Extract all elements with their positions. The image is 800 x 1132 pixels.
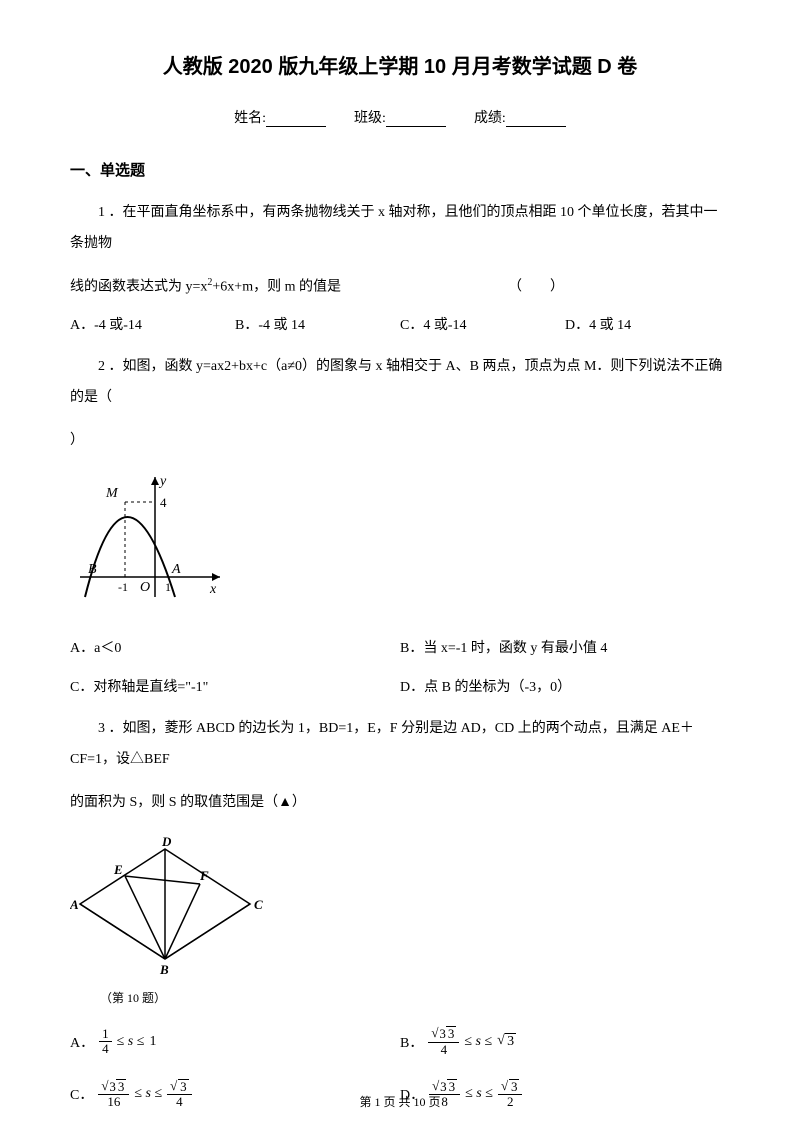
q1-text-b: 线的函数表达式为 y= bbox=[70, 279, 200, 294]
q2-figure: M y 4 B A O -1 1 x bbox=[70, 467, 730, 622]
label-A: A bbox=[70, 897, 79, 912]
q3-figure: D A C B E F （第 10 题） bbox=[70, 834, 730, 1006]
page-title: 人教版 2020 版九年级上学期 10 月月考数学试题 D 卷 bbox=[70, 50, 730, 79]
label-O: O bbox=[140, 580, 150, 595]
label-F: F bbox=[199, 868, 209, 883]
q3b-right: 3 bbox=[497, 1033, 516, 1050]
q1-opt-b[interactable]: B．-4 或 14 bbox=[235, 313, 400, 338]
q3-line2: 的面积为 S，则 S 的取值范围是（▲） bbox=[70, 788, 730, 819]
q3-opt-b[interactable]: B． 334 ≤ s ≤ 3 bbox=[400, 1026, 730, 1057]
label-B: B bbox=[159, 962, 169, 977]
q1-line1: 1 ．在平面直角坐标系中，有两条抛物线关于 x 轴对称，且他们的顶点相距 10 … bbox=[70, 205, 718, 251]
q1-opt-a[interactable]: A．-4 或-14 bbox=[70, 313, 235, 338]
q3a-label: A． bbox=[70, 1032, 94, 1052]
class-blank[interactable] bbox=[386, 113, 446, 127]
q1-paren: （ ） bbox=[508, 279, 564, 294]
q3-caption: （第 10 题） bbox=[100, 989, 730, 1006]
q2-options-row1: A．a＜0 B．当 x=-1 时，函数 y 有最小值 4 bbox=[70, 636, 730, 661]
q1-text-c: +6x+m，则 m 的值是 bbox=[212, 279, 341, 294]
label-y: y bbox=[158, 474, 167, 489]
label-D: D bbox=[161, 834, 172, 849]
label-A: A bbox=[171, 562, 181, 577]
q1-text: 1 ．在平面直角坐标系中，有两条抛物线关于 x 轴对称，且他们的顶点相距 10 … bbox=[70, 198, 730, 260]
label-C: C bbox=[254, 897, 263, 912]
label-4: 4 bbox=[160, 495, 167, 510]
q2-line2: ） bbox=[70, 426, 730, 457]
class-label: 班级: bbox=[354, 111, 386, 126]
q3a-right: 1 bbox=[149, 1034, 156, 1050]
q3-text-b: 的面积为 S，则 S 的取值范围是（▲） bbox=[70, 795, 306, 810]
q2-opt-a[interactable]: A．a＜0 bbox=[70, 636, 400, 661]
name-label: 姓名: bbox=[234, 111, 266, 126]
label-x: x bbox=[209, 582, 217, 597]
section-header: 一、单选题 bbox=[70, 159, 730, 180]
q3-opt-a[interactable]: A． 14 ≤ s ≤ 1 bbox=[70, 1026, 400, 1057]
q3-options-row1: A． 14 ≤ s ≤ 1 B． 334 ≤ s ≤ 3 bbox=[70, 1026, 730, 1057]
q1-options: A．-4 或-14 B．-4 或 14 C．4 或-14 D．4 或 14 bbox=[70, 313, 730, 338]
q1-opt-d[interactable]: D．4 或 14 bbox=[565, 313, 730, 338]
q2-close-paren: ） bbox=[70, 433, 84, 448]
q2-opt-d[interactable]: D．点 B 的坐标为（-3，0） bbox=[400, 675, 730, 700]
label-neg1: -1 bbox=[118, 580, 128, 594]
name-blank[interactable] bbox=[266, 113, 326, 127]
page-footer: 第 1 页 共 10 页 bbox=[0, 1093, 800, 1110]
q2-options-row2: C．对称轴是直线="-1" D．点 B 的坐标为（-3，0） bbox=[70, 675, 730, 700]
label-B: B bbox=[88, 562, 97, 577]
q1-opt-c[interactable]: C．4 或-14 bbox=[400, 313, 565, 338]
label-E: E bbox=[113, 862, 123, 877]
q2-line1: 2 ．如图，函数 y=ax2+bx+c（a≠0）的图象与 x 轴相交于 A、B … bbox=[70, 359, 722, 405]
label-1: 1 bbox=[165, 580, 171, 594]
score-label: 成绩: bbox=[474, 111, 506, 126]
q3-text: 3 ．如图，菱形 ABCD 的边长为 1，BD=1，E，F 分别是边 AD，CD… bbox=[70, 714, 730, 776]
q3a-frac: 14 bbox=[99, 1027, 112, 1057]
label-M: M bbox=[105, 486, 119, 501]
q3b-label: B． bbox=[400, 1032, 423, 1052]
q3a-mid: ≤ s ≤ bbox=[117, 1034, 145, 1050]
q3-line1: 3 ．如图，菱形 ABCD 的边长为 1，BD=1，E，F 分别是边 AD，CD… bbox=[70, 721, 694, 767]
q2-text: 2 ．如图，函数 y=ax2+bx+c（a≠0）的图象与 x 轴相交于 A、B … bbox=[70, 352, 730, 414]
q3b-frac: 334 bbox=[428, 1026, 459, 1057]
q2-opt-b[interactable]: B．当 x=-1 时，函数 y 有最小值 4 bbox=[400, 636, 730, 661]
q2-opt-c[interactable]: C．对称轴是直线="-1" bbox=[70, 675, 400, 700]
q1-line2: 线的函数表达式为 y=x2+6x+m，则 m 的值是 （ ） bbox=[70, 272, 730, 303]
q3b-mid: ≤ s ≤ bbox=[464, 1034, 492, 1050]
score-blank[interactable] bbox=[506, 113, 566, 127]
form-line: 姓名: 班级: 成绩: bbox=[70, 107, 730, 127]
